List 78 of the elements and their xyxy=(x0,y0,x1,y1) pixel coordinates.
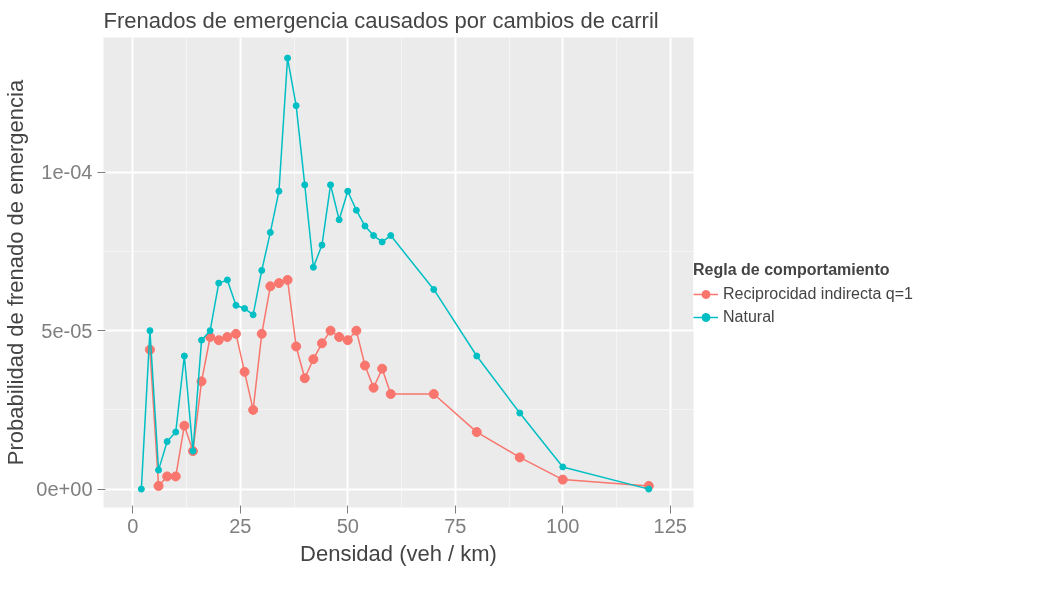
point xyxy=(223,276,231,284)
point xyxy=(351,325,362,336)
point xyxy=(198,336,206,344)
legend-label: Reciprocidad indirecta q=1 xyxy=(723,285,913,303)
point xyxy=(179,420,190,431)
point xyxy=(155,466,163,474)
point xyxy=(222,332,233,342)
legend-title: Regla de comportamiento xyxy=(693,261,891,279)
x-axis-title: Densidad (veh / km) xyxy=(300,540,497,566)
point xyxy=(559,463,567,471)
point xyxy=(327,181,335,189)
y-tick-label: 0e+00 xyxy=(36,478,93,501)
point xyxy=(291,341,302,352)
point xyxy=(292,102,300,110)
point xyxy=(249,311,257,319)
point xyxy=(299,373,310,384)
point xyxy=(645,485,653,493)
point xyxy=(342,335,353,346)
point xyxy=(378,238,386,246)
point xyxy=(230,328,241,339)
x-tick-label: 75 xyxy=(444,514,467,537)
point xyxy=(370,232,378,240)
point xyxy=(162,471,173,482)
point xyxy=(146,327,154,335)
point xyxy=(206,327,214,335)
point xyxy=(316,338,327,349)
point xyxy=(241,304,249,312)
x-tick-label: 100 xyxy=(546,514,580,537)
chart-title: Frenados de emergencia causados por cambios de carril xyxy=(103,7,659,33)
point xyxy=(284,54,292,62)
point xyxy=(282,274,293,285)
point xyxy=(232,301,240,309)
point xyxy=(308,354,319,365)
point xyxy=(248,404,259,415)
point xyxy=(471,427,482,438)
legend-label: Natural xyxy=(723,308,775,326)
point xyxy=(368,382,379,393)
x-tick-label: 50 xyxy=(336,514,359,537)
point xyxy=(256,328,267,339)
point xyxy=(215,279,223,287)
point xyxy=(180,352,188,360)
point xyxy=(265,281,276,292)
point xyxy=(153,480,164,491)
point xyxy=(473,352,481,360)
point xyxy=(428,389,439,400)
point xyxy=(557,474,568,485)
point xyxy=(325,325,336,336)
point xyxy=(514,452,525,463)
point xyxy=(361,222,369,230)
point xyxy=(266,228,274,236)
x-tick-label: 25 xyxy=(229,514,252,537)
point xyxy=(377,363,388,374)
point xyxy=(334,332,345,342)
point xyxy=(163,438,171,446)
point xyxy=(309,263,317,271)
point xyxy=(430,285,438,293)
point xyxy=(213,335,224,346)
point xyxy=(318,241,326,249)
point xyxy=(301,181,309,189)
point xyxy=(387,232,395,240)
point xyxy=(172,428,180,436)
point xyxy=(239,366,250,377)
x-tick-label: 0 xyxy=(127,514,139,537)
point xyxy=(275,187,283,195)
point xyxy=(359,360,370,371)
y-axis-title: Probabilidad de frenado de emergencia xyxy=(3,79,29,466)
point xyxy=(273,278,284,289)
point xyxy=(516,409,524,417)
point xyxy=(170,471,181,482)
y-tick-label: 5e-05 xyxy=(41,319,93,342)
point xyxy=(335,216,343,224)
point xyxy=(137,485,145,493)
point xyxy=(258,266,266,274)
point xyxy=(385,389,396,400)
point xyxy=(344,187,352,195)
y-tick-label: 1e-04 xyxy=(41,161,93,184)
x-tick-label: 125 xyxy=(653,514,687,537)
point xyxy=(352,206,360,214)
